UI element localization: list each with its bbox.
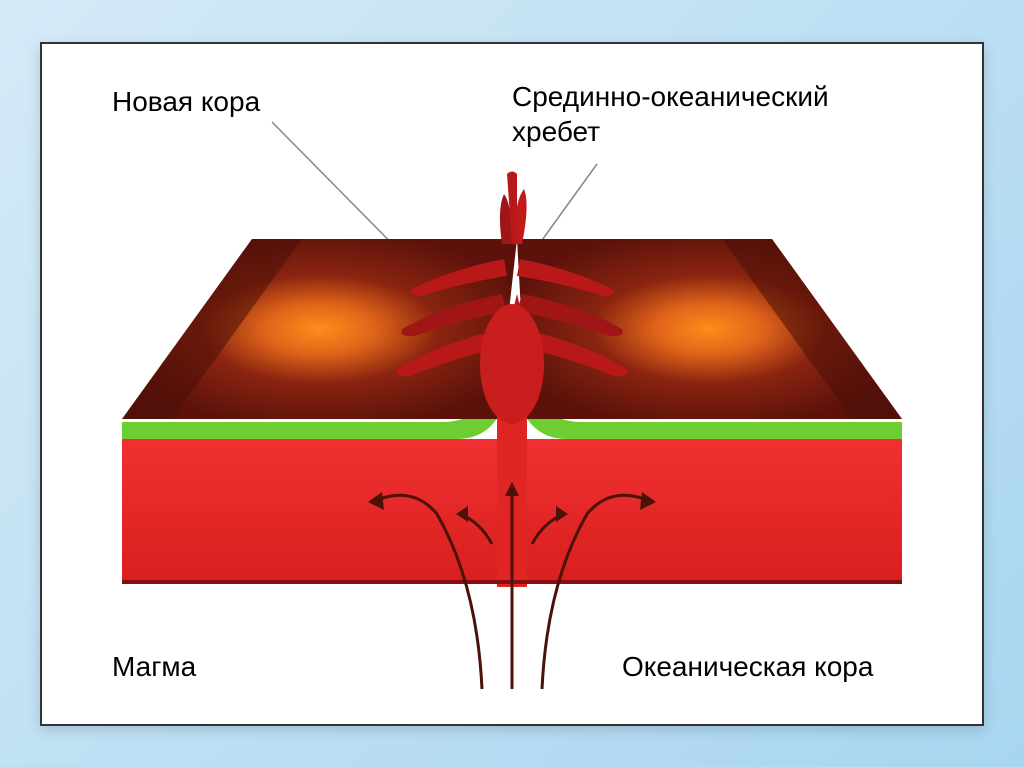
label-oceanic-crust: Океаническая кора <box>622 649 873 684</box>
label-ridge: Срединно-океанический хребет <box>512 79 829 149</box>
diagram-frame: Новая кора Срединно-океанический хребет … <box>40 42 984 726</box>
label-new-crust: Новая кора <box>112 84 260 119</box>
label-magma: Магма <box>112 649 196 684</box>
